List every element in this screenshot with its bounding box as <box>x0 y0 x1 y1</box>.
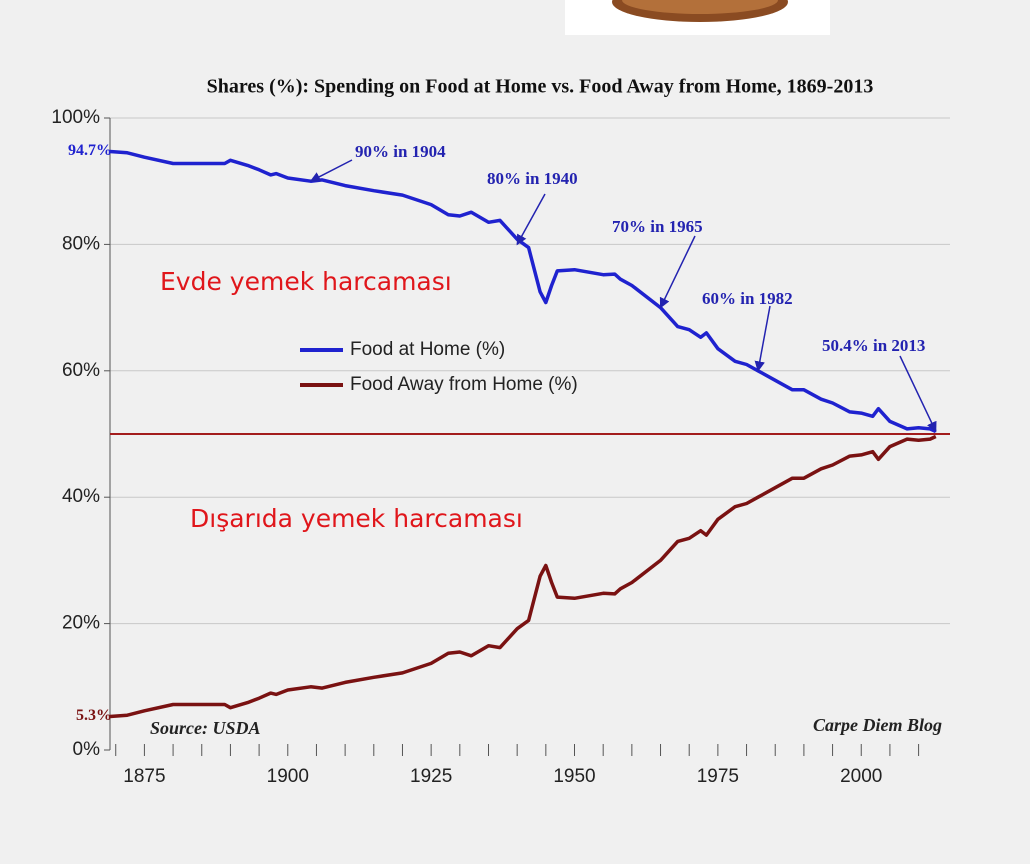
annotation-arrow <box>758 306 770 371</box>
x-tick-label: 1875 <box>123 766 165 787</box>
start-label: 94.7% <box>68 142 112 159</box>
x-tick-label: 1925 <box>410 766 452 787</box>
annotation: 90% in 1904 <box>355 142 446 161</box>
start-label: 5.3% <box>76 707 112 724</box>
annotation-arrow <box>517 194 545 244</box>
y-tick-label: 20% <box>62 613 100 634</box>
legend-label: Food Away from Home (%) <box>350 374 578 395</box>
x-tick-label: 1900 <box>267 766 309 787</box>
y-tick-label: 0% <box>73 739 101 760</box>
x-tick-label: 1975 <box>697 766 739 787</box>
slide: Shares (%): Spending on Food at Home vs.… <box>0 0 1030 864</box>
series-line <box>110 437 936 717</box>
x-tick-label: 2000 <box>840 766 882 787</box>
annotation-arrow <box>661 236 695 308</box>
y-tick-label: 40% <box>62 486 100 507</box>
y-tick-label: 80% <box>62 233 100 254</box>
annotation: 50.4% in 2013 <box>822 336 925 355</box>
source: Source: USDA <box>150 718 261 738</box>
x-tick-label: 1950 <box>553 766 595 787</box>
annotation: 80% in 1940 <box>487 169 578 188</box>
chart-title: Shares (%): Spending on Food at Home vs.… <box>207 76 874 98</box>
annotation-arrow <box>900 356 936 431</box>
annotation-arrow <box>311 160 352 181</box>
y-tick-label: 100% <box>51 107 100 128</box>
y-tick-label: 60% <box>62 360 100 381</box>
credit: Carpe Diem Blog <box>813 715 942 735</box>
overlay-label: Dışarıda yemek harcaması <box>190 504 523 533</box>
overlay-label: Evde yemek harcaması <box>160 267 452 296</box>
annotation: 60% in 1982 <box>702 289 793 308</box>
annotation: 70% in 1965 <box>612 217 703 236</box>
legend-label: Food at Home (%) <box>350 339 505 360</box>
